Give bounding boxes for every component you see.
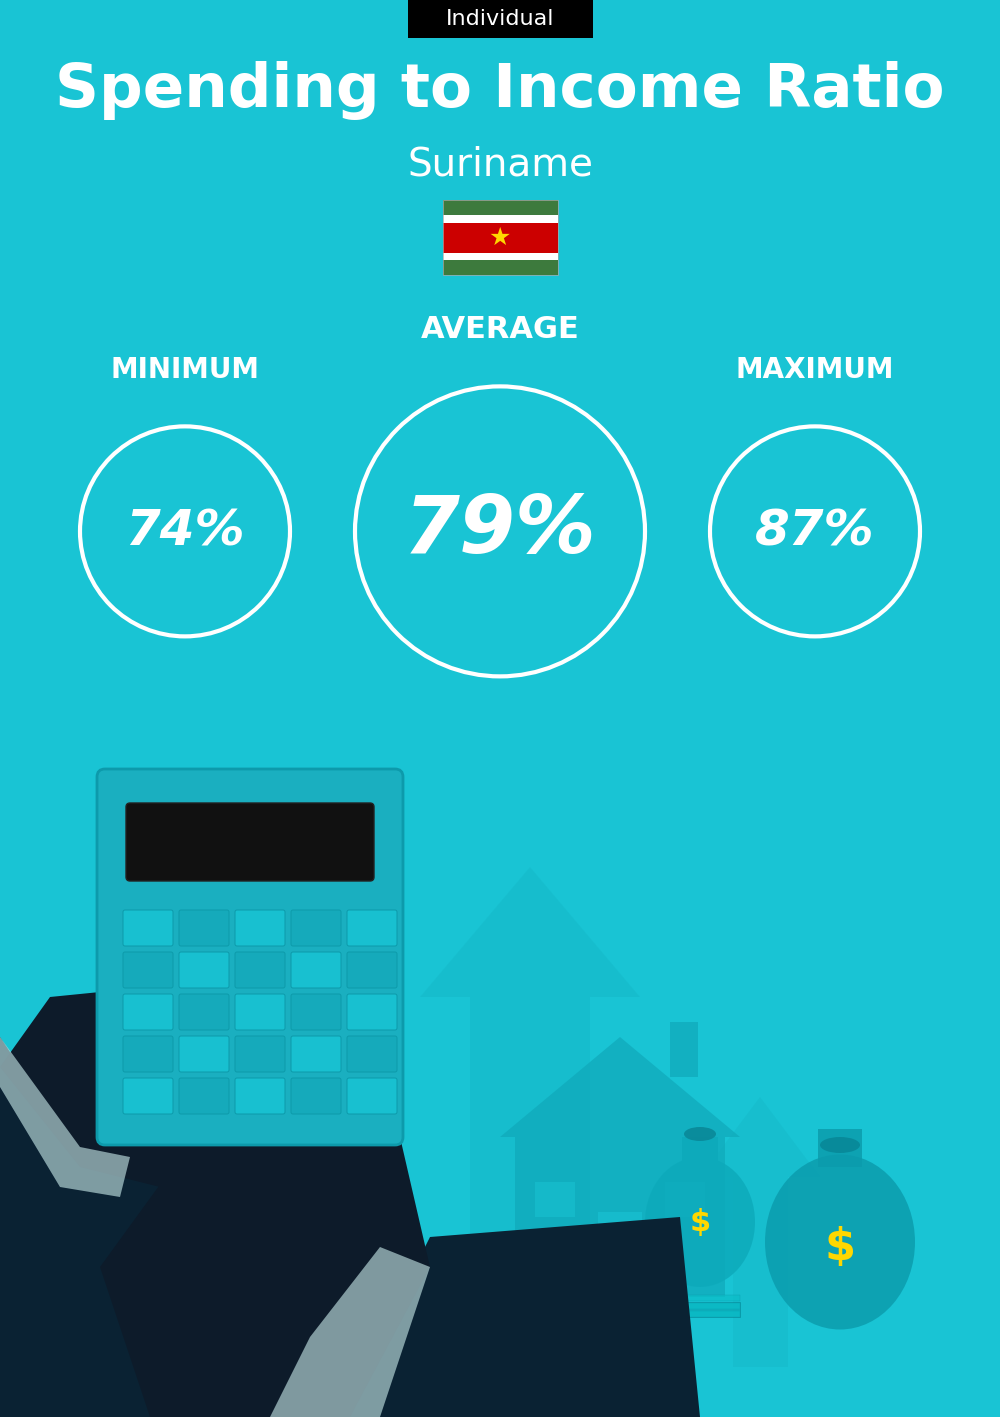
Text: 74%: 74%	[125, 507, 245, 555]
Polygon shape	[700, 1097, 820, 1178]
FancyBboxPatch shape	[235, 993, 285, 1030]
Text: $: $	[824, 1226, 856, 1268]
Bar	[442, 200, 558, 275]
FancyBboxPatch shape	[235, 952, 285, 988]
FancyBboxPatch shape	[235, 910, 285, 947]
FancyBboxPatch shape	[179, 952, 229, 988]
Bar	[665, 1182, 705, 1217]
FancyBboxPatch shape	[123, 1078, 173, 1114]
FancyBboxPatch shape	[179, 910, 229, 947]
FancyBboxPatch shape	[126, 803, 374, 881]
Text: Suriname: Suriname	[407, 146, 593, 184]
Ellipse shape	[645, 1158, 755, 1287]
Polygon shape	[420, 867, 640, 998]
FancyBboxPatch shape	[179, 1078, 229, 1114]
FancyBboxPatch shape	[179, 993, 229, 1030]
Polygon shape	[100, 1107, 430, 1417]
FancyBboxPatch shape	[291, 1036, 341, 1073]
Bar	[442, 222, 558, 252]
Polygon shape	[240, 998, 400, 1097]
Polygon shape	[300, 1217, 700, 1417]
Text: AVERAGE: AVERAGE	[421, 316, 579, 344]
Polygon shape	[0, 1037, 130, 1197]
FancyBboxPatch shape	[291, 910, 341, 947]
Ellipse shape	[765, 1155, 915, 1329]
Polygon shape	[270, 1247, 430, 1417]
Polygon shape	[0, 1037, 240, 1417]
Text: 79%: 79%	[404, 492, 596, 571]
FancyBboxPatch shape	[123, 993, 173, 1030]
Bar	[818, 1129, 862, 1168]
Bar	[625, 1295, 740, 1301]
Text: ★: ★	[489, 225, 511, 249]
Text: Individual: Individual	[446, 9, 554, 28]
Bar	[280, 1097, 360, 1417]
FancyBboxPatch shape	[235, 1036, 285, 1073]
FancyBboxPatch shape	[347, 993, 397, 1030]
Bar	[625, 1311, 740, 1316]
Bar	[625, 1304, 740, 1309]
Text: MAXIMUM: MAXIMUM	[736, 356, 894, 384]
Bar	[620, 1302, 740, 1316]
Text: MINIMUM: MINIMUM	[110, 356, 260, 384]
Bar	[598, 1212, 642, 1297]
Bar	[442, 252, 558, 259]
Text: Spending to Income Ratio: Spending to Income Ratio	[55, 61, 945, 119]
FancyBboxPatch shape	[123, 1036, 173, 1073]
Ellipse shape	[684, 1127, 716, 1141]
FancyBboxPatch shape	[97, 769, 403, 1145]
Text: 87%: 87%	[755, 507, 875, 555]
FancyBboxPatch shape	[347, 1078, 397, 1114]
FancyBboxPatch shape	[347, 910, 397, 947]
FancyBboxPatch shape	[347, 952, 397, 988]
Bar	[408, 0, 592, 38]
Ellipse shape	[820, 1136, 860, 1153]
FancyBboxPatch shape	[235, 1078, 285, 1114]
Bar	[670, 1022, 698, 1077]
Bar	[442, 259, 558, 275]
FancyBboxPatch shape	[123, 952, 173, 988]
FancyBboxPatch shape	[291, 952, 341, 988]
Polygon shape	[500, 1037, 740, 1136]
FancyBboxPatch shape	[123, 910, 173, 947]
FancyBboxPatch shape	[291, 1078, 341, 1114]
FancyBboxPatch shape	[179, 1036, 229, 1073]
Bar	[682, 1136, 718, 1168]
FancyBboxPatch shape	[291, 993, 341, 1030]
Text: $: $	[689, 1207, 711, 1237]
Bar	[470, 998, 590, 1417]
Bar	[442, 215, 558, 222]
FancyBboxPatch shape	[347, 1036, 397, 1073]
Bar	[732, 1178, 788, 1367]
Bar	[535, 1182, 575, 1217]
Polygon shape	[0, 988, 280, 1197]
Bar	[442, 200, 558, 215]
Bar	[515, 1136, 725, 1297]
